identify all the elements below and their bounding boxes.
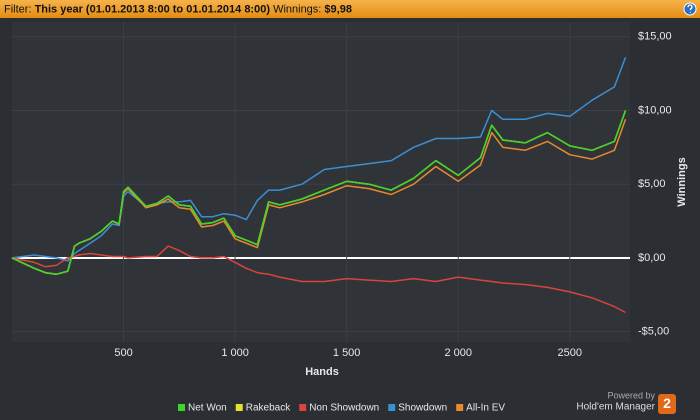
legend-label[interactable]: Showdown (398, 403, 447, 414)
legend-label[interactable]: Non Showdown (309, 403, 379, 414)
filter-text: Filter: This year (01.01.2013 8:00 to 01… (4, 3, 352, 15)
powered-by: Powered by (607, 390, 655, 400)
filter-label: Filter: (4, 3, 32, 15)
legend-label[interactable]: All-In EV (466, 403, 505, 414)
series-line (11, 245, 626, 314)
winnings-value: $9,98 (324, 3, 352, 15)
series-lines (11, 57, 627, 314)
y-tick-label: $5,00 (638, 178, 666, 190)
series-line (11, 57, 627, 262)
x-tick-label: 2 000 (444, 347, 472, 359)
x-tick-label: 2500 (558, 347, 582, 359)
legend-swatch (456, 404, 464, 411)
filter-bar (0, 0, 700, 18)
winnings-label: Winnings: (273, 3, 321, 15)
legend-swatch (178, 404, 185, 411)
plot-area (12, 22, 630, 342)
filter-value[interactable]: This year (01.01.2013 8:00 to 01.01.2014… (35, 3, 271, 15)
legend-swatch (388, 404, 396, 411)
legend-swatch (299, 404, 307, 411)
logo-box (658, 394, 676, 414)
legend-swatch (235, 404, 243, 411)
y-tick-label: $10,00 (638, 104, 672, 116)
series-line (11, 110, 627, 275)
logo-badge: 2 (663, 395, 671, 411)
x-tick-label: 1 500 (333, 347, 361, 359)
legend-label[interactable]: Rakeback (246, 403, 291, 414)
x-tick-label: 500 (114, 347, 132, 359)
y-tick-label: $0,00 (638, 252, 666, 264)
grid (12, 22, 630, 342)
product-name: Hold'em Manager (576, 402, 655, 413)
x-axis-label: Hands (305, 366, 339, 378)
x-tick-label: 1 000 (221, 347, 249, 359)
legend-label[interactable]: Net Won (188, 403, 227, 414)
legend: Net Won Rakeback Non Showdown Showdown All-I… (178, 403, 505, 414)
help-icon[interactable] (683, 2, 697, 16)
y-axis-label: Winnings (676, 157, 688, 206)
y-tick-label: -$5,00 (638, 326, 669, 338)
y-tick-label: $15,00 (638, 31, 672, 43)
